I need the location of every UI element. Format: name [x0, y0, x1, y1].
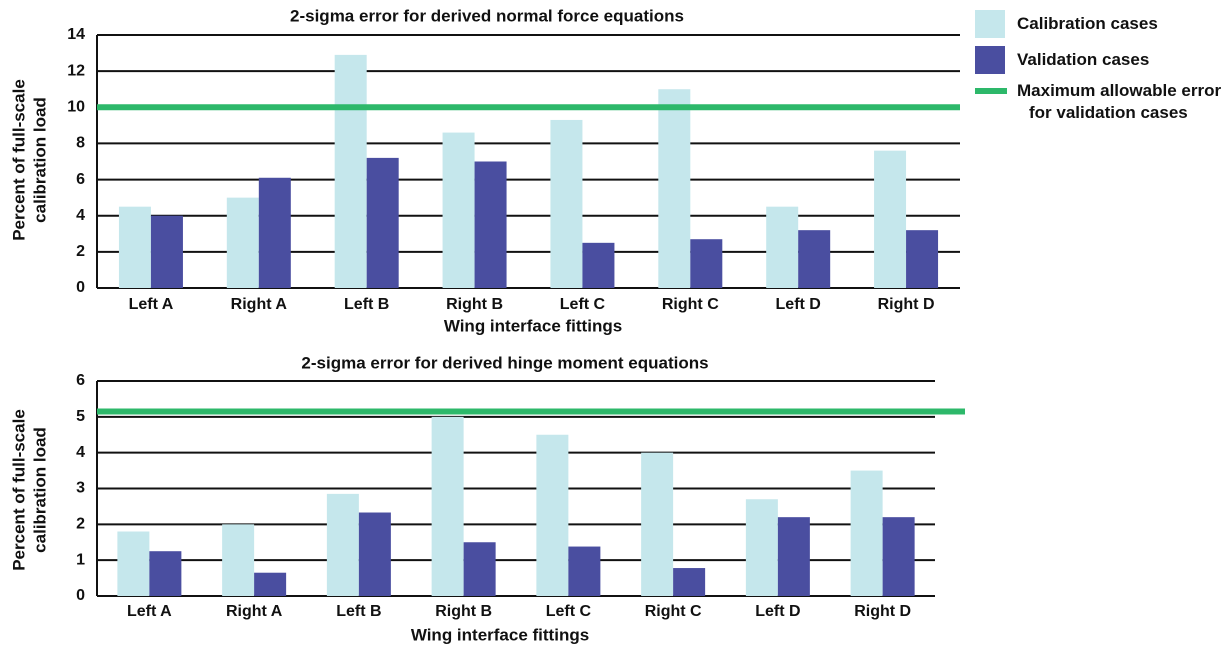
y-axis-label: Percent of full-scale	[9, 79, 28, 241]
x-tick-label: Left D	[755, 603, 800, 620]
x-tick-label: Right D	[878, 296, 935, 313]
x-tick-label: Right A	[231, 296, 288, 313]
bar	[150, 215, 183, 288]
bar	[334, 54, 367, 288]
x-tick-label: Right D	[854, 603, 911, 620]
x-tick-label: Left C	[546, 603, 592, 620]
y-tick-label: 1	[76, 551, 85, 568]
legend-label: Calibration cases	[1017, 14, 1158, 33]
bar	[442, 132, 475, 288]
bar	[149, 551, 182, 596]
y-tick-label: 8	[76, 135, 85, 152]
x-tick-label: Right B	[446, 296, 503, 313]
y-tick-label: 2	[76, 243, 85, 260]
bar	[850, 470, 883, 596]
bar	[641, 452, 674, 596]
x-tick-label: Left D	[776, 296, 821, 313]
bar	[690, 239, 723, 288]
bar	[326, 493, 359, 596]
y-tick-label: 10	[67, 99, 85, 116]
y-tick-label: 12	[67, 62, 85, 79]
bar	[222, 524, 255, 596]
x-tick-label: Right B	[435, 603, 492, 620]
y-tick-label: 0	[76, 587, 85, 604]
y-tick-label: 3	[76, 480, 85, 497]
bar	[258, 177, 291, 288]
y-tick-label: 2	[76, 516, 85, 533]
y-axis-label: Percent of full-scale	[9, 409, 28, 571]
x-tick-label: Left C	[560, 296, 606, 313]
y-tick-label: 4	[76, 444, 85, 461]
bar	[582, 242, 615, 288]
chart-title: 2-sigma error for derived hinge moment e…	[301, 353, 708, 372]
bar	[673, 568, 706, 596]
bar	[906, 230, 939, 288]
x-tick-label: Left A	[127, 603, 172, 620]
legend-swatch	[975, 10, 1005, 38]
y-axis-label: calibration load	[30, 427, 49, 553]
bar	[474, 161, 507, 288]
legend-label: Maximum allowable error for validation c…	[1017, 81, 1222, 122]
bar	[118, 206, 151, 288]
x-tick-label: Right A	[226, 603, 283, 620]
legend-swatch	[975, 46, 1005, 74]
y-tick-label: 4	[76, 207, 85, 224]
x-tick-label: Right C	[662, 296, 719, 313]
x-tick-label: Left B	[344, 296, 389, 313]
legend-label: Validation cases	[1017, 50, 1150, 69]
chart-title: 2-sigma error for derived normal force e…	[290, 6, 684, 25]
bar	[766, 206, 799, 288]
bar	[777, 517, 810, 596]
bar	[117, 531, 150, 596]
bar	[745, 499, 778, 596]
y-axis-label: calibration load	[30, 97, 49, 223]
y-tick-label: 14	[67, 26, 85, 43]
x-tick-label: Left A	[129, 296, 174, 313]
x-tick-label: Right C	[645, 603, 702, 620]
bar	[658, 89, 691, 288]
bar	[254, 572, 287, 596]
x-axis-label: Wing interface fittings	[444, 316, 622, 335]
y-tick-label: 5	[76, 408, 85, 425]
bar	[226, 197, 259, 288]
bar	[536, 434, 569, 596]
y-tick-label: 6	[76, 372, 85, 389]
bar	[463, 542, 496, 596]
bar	[882, 517, 915, 596]
bar	[550, 119, 583, 288]
bar	[358, 512, 391, 596]
x-axis-label: Wing interface fittings	[411, 625, 589, 644]
bar	[431, 416, 464, 596]
bar	[874, 150, 907, 288]
bar	[568, 546, 601, 596]
y-tick-label: 6	[76, 171, 85, 188]
x-tick-label: Left B	[336, 603, 381, 620]
legend-swatch	[975, 88, 1007, 94]
bar	[366, 157, 399, 288]
bar	[798, 230, 831, 288]
y-tick-label: 0	[76, 279, 85, 296]
